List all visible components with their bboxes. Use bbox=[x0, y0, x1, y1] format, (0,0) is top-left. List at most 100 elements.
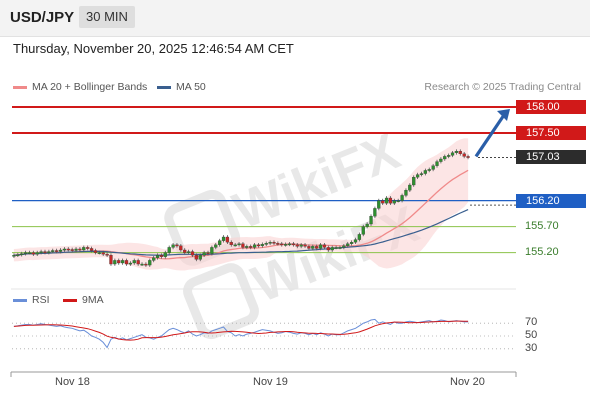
candle-body bbox=[373, 208, 377, 217]
candle bbox=[272, 240, 276, 246]
candle bbox=[346, 241, 350, 248]
candle bbox=[51, 248, 55, 254]
candle bbox=[229, 240, 233, 247]
candle bbox=[284, 242, 288, 247]
candle bbox=[338, 245, 342, 250]
candle-body bbox=[404, 190, 408, 196]
candle-body bbox=[163, 252, 167, 257]
candle-body bbox=[377, 200, 381, 209]
interval-button[interactable]: 30 MIN bbox=[79, 6, 135, 28]
candle bbox=[62, 247, 67, 252]
candle bbox=[105, 252, 109, 258]
candle bbox=[159, 253, 164, 259]
candle-body bbox=[287, 243, 292, 246]
candle bbox=[233, 242, 237, 247]
candle-body bbox=[408, 184, 412, 191]
candle bbox=[408, 183, 412, 193]
candle bbox=[431, 163, 435, 172]
legend-ma20: MA 20 + Bollinger Bands bbox=[13, 81, 147, 93]
candle-body bbox=[272, 242, 276, 244]
candle bbox=[70, 247, 74, 253]
candle bbox=[326, 245, 330, 252]
bollinger-band bbox=[13, 138, 469, 271]
candle bbox=[318, 242, 323, 251]
candle bbox=[303, 242, 307, 249]
candle-body bbox=[210, 247, 214, 254]
candle-body bbox=[186, 251, 191, 253]
x-tick-nov18: Nov 18 bbox=[55, 376, 90, 388]
candle bbox=[66, 247, 70, 252]
candle bbox=[221, 235, 226, 243]
candle-body bbox=[152, 257, 156, 261]
candle bbox=[443, 154, 447, 161]
candle bbox=[268, 240, 272, 246]
candle-body bbox=[237, 243, 241, 246]
candle bbox=[214, 242, 218, 250]
candle-body bbox=[357, 234, 362, 240]
rsi-swatch-icon bbox=[13, 298, 27, 302]
candle-body bbox=[109, 255, 113, 265]
candle-body bbox=[229, 242, 233, 245]
candle bbox=[55, 248, 59, 254]
candle-body bbox=[124, 260, 129, 265]
candle-body bbox=[284, 244, 288, 246]
candle bbox=[415, 172, 420, 180]
candle bbox=[342, 244, 346, 250]
candle bbox=[384, 196, 389, 206]
candle-body bbox=[218, 240, 222, 245]
candle-body bbox=[214, 244, 218, 248]
candle-body bbox=[23, 252, 28, 254]
candle bbox=[117, 258, 121, 265]
candle bbox=[458, 149, 462, 156]
candle bbox=[31, 250, 35, 256]
candle-body bbox=[431, 165, 435, 170]
candle bbox=[392, 198, 396, 206]
candle-body bbox=[443, 156, 447, 160]
candle-body bbox=[120, 260, 125, 264]
candle bbox=[357, 232, 362, 242]
candle-body bbox=[47, 251, 51, 253]
candle bbox=[307, 244, 311, 251]
candle-body bbox=[268, 242, 272, 244]
candle bbox=[210, 245, 214, 256]
candle bbox=[82, 245, 86, 252]
candle bbox=[322, 242, 327, 250]
candle bbox=[349, 240, 354, 246]
candle-body bbox=[264, 243, 268, 245]
level-tag-current-price: 157.03 bbox=[516, 150, 586, 165]
candle bbox=[35, 250, 39, 256]
candle bbox=[194, 253, 198, 262]
candle bbox=[16, 252, 20, 258]
candle-body bbox=[291, 243, 296, 246]
candle bbox=[252, 242, 257, 250]
ma50-label: MA 50 bbox=[176, 81, 206, 93]
level-tag-156-20: 156.20 bbox=[516, 193, 586, 208]
symbol-title: USD/JPY bbox=[10, 9, 75, 26]
candle bbox=[311, 244, 315, 251]
candle-body bbox=[241, 243, 245, 248]
candle-body bbox=[175, 244, 179, 247]
candle-body bbox=[31, 252, 35, 255]
candle bbox=[435, 159, 439, 168]
candle bbox=[58, 248, 63, 254]
timestamp: Thursday, November 20, 2025 12:46:54 AM … bbox=[13, 41, 294, 56]
candle bbox=[450, 150, 455, 158]
moving-averages bbox=[13, 169, 469, 260]
rsi-panel bbox=[12, 318, 516, 350]
candle-body bbox=[171, 244, 175, 248]
rsi-line bbox=[13, 318, 469, 349]
candle-body bbox=[450, 152, 455, 156]
candle bbox=[447, 153, 451, 159]
candle-body bbox=[361, 226, 365, 235]
candle-body bbox=[136, 260, 140, 265]
candle bbox=[23, 250, 28, 256]
candle bbox=[171, 242, 175, 250]
candlesticks bbox=[12, 149, 470, 267]
candle bbox=[206, 250, 210, 256]
candle-body bbox=[82, 247, 86, 251]
candle-body bbox=[155, 255, 160, 258]
candle-body bbox=[415, 174, 420, 178]
candle bbox=[361, 224, 365, 237]
candle-body bbox=[190, 251, 195, 256]
candle bbox=[365, 222, 369, 229]
